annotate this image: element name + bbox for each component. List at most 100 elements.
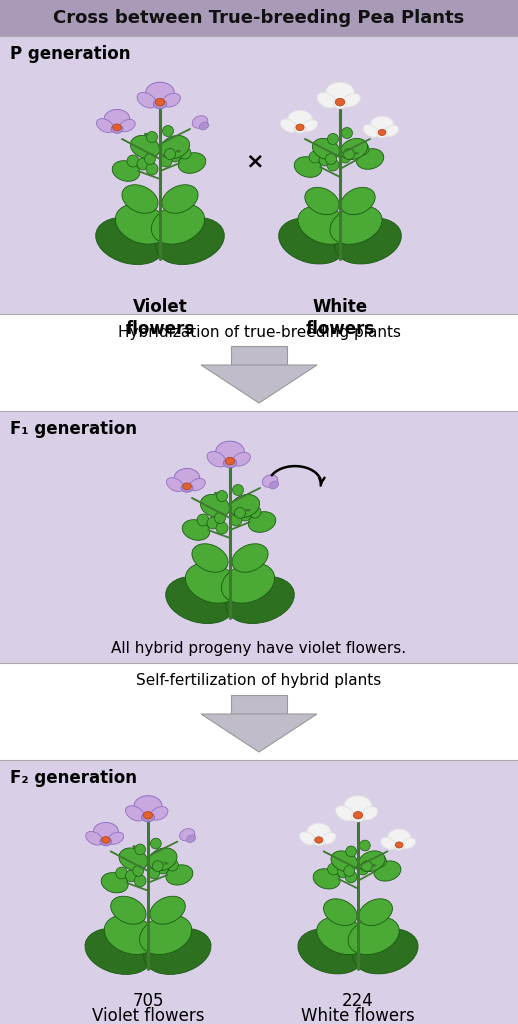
Circle shape bbox=[346, 846, 356, 857]
Polygon shape bbox=[201, 365, 317, 403]
Circle shape bbox=[127, 155, 139, 167]
Ellipse shape bbox=[144, 929, 211, 975]
Ellipse shape bbox=[131, 135, 160, 159]
Ellipse shape bbox=[232, 544, 268, 572]
Ellipse shape bbox=[394, 843, 405, 850]
Ellipse shape bbox=[96, 217, 164, 264]
Circle shape bbox=[365, 858, 377, 870]
Ellipse shape bbox=[356, 148, 384, 169]
Circle shape bbox=[116, 867, 127, 879]
Ellipse shape bbox=[248, 512, 276, 532]
Ellipse shape bbox=[374, 861, 401, 881]
Circle shape bbox=[125, 870, 137, 882]
FancyBboxPatch shape bbox=[231, 346, 287, 365]
Ellipse shape bbox=[335, 98, 345, 105]
Ellipse shape bbox=[137, 92, 156, 108]
Text: 224: 224 bbox=[342, 992, 374, 1010]
Ellipse shape bbox=[377, 130, 387, 138]
Ellipse shape bbox=[352, 812, 365, 821]
FancyBboxPatch shape bbox=[0, 0, 518, 36]
Text: Self-fertilization of hybrid plants: Self-fertilization of hybrid plants bbox=[136, 674, 382, 688]
Circle shape bbox=[147, 131, 157, 142]
Ellipse shape bbox=[287, 111, 312, 128]
Ellipse shape bbox=[361, 807, 378, 820]
Circle shape bbox=[214, 512, 225, 523]
Ellipse shape bbox=[112, 161, 140, 181]
Circle shape bbox=[135, 844, 146, 855]
Ellipse shape bbox=[298, 929, 363, 974]
Circle shape bbox=[239, 509, 251, 521]
Ellipse shape bbox=[119, 120, 135, 132]
Ellipse shape bbox=[93, 822, 118, 841]
Ellipse shape bbox=[116, 204, 169, 244]
Ellipse shape bbox=[321, 833, 336, 844]
Ellipse shape bbox=[226, 577, 294, 624]
Ellipse shape bbox=[207, 452, 226, 467]
Ellipse shape bbox=[363, 125, 379, 137]
Text: P generation: P generation bbox=[10, 45, 131, 63]
Ellipse shape bbox=[280, 119, 297, 132]
Ellipse shape bbox=[336, 806, 354, 821]
Circle shape bbox=[134, 874, 146, 887]
Circle shape bbox=[341, 128, 353, 138]
Ellipse shape bbox=[183, 483, 191, 489]
Circle shape bbox=[343, 148, 354, 160]
Circle shape bbox=[344, 865, 354, 877]
Ellipse shape bbox=[262, 475, 278, 487]
Circle shape bbox=[309, 151, 321, 163]
Text: Violet
flowers: Violet flowers bbox=[125, 298, 195, 338]
Ellipse shape bbox=[269, 481, 279, 488]
Circle shape bbox=[339, 151, 351, 163]
Ellipse shape bbox=[358, 851, 385, 871]
Ellipse shape bbox=[96, 119, 114, 132]
Ellipse shape bbox=[111, 125, 123, 133]
Ellipse shape bbox=[181, 483, 193, 493]
Ellipse shape bbox=[185, 563, 239, 603]
FancyBboxPatch shape bbox=[0, 314, 518, 411]
Circle shape bbox=[216, 522, 228, 534]
Circle shape bbox=[357, 143, 369, 155]
Ellipse shape bbox=[298, 206, 350, 245]
Text: ×: × bbox=[246, 152, 264, 171]
Text: F₂ generation: F₂ generation bbox=[10, 769, 137, 787]
Circle shape bbox=[167, 859, 178, 871]
Circle shape bbox=[235, 508, 246, 518]
Ellipse shape bbox=[111, 896, 146, 925]
FancyBboxPatch shape bbox=[231, 695, 287, 714]
Text: 705: 705 bbox=[132, 992, 164, 1010]
Circle shape bbox=[230, 514, 242, 526]
Ellipse shape bbox=[102, 837, 110, 844]
Circle shape bbox=[327, 133, 338, 144]
Ellipse shape bbox=[155, 98, 165, 105]
FancyBboxPatch shape bbox=[0, 663, 518, 760]
Ellipse shape bbox=[182, 520, 210, 541]
Ellipse shape bbox=[233, 453, 250, 466]
Circle shape bbox=[133, 865, 143, 877]
Ellipse shape bbox=[189, 478, 205, 490]
FancyBboxPatch shape bbox=[0, 36, 518, 314]
Text: White
flowers: White flowers bbox=[306, 298, 375, 338]
Circle shape bbox=[137, 158, 149, 170]
Circle shape bbox=[375, 855, 386, 867]
Ellipse shape bbox=[316, 916, 368, 954]
Ellipse shape bbox=[223, 459, 237, 468]
Circle shape bbox=[179, 147, 191, 159]
Ellipse shape bbox=[108, 833, 124, 845]
Circle shape bbox=[148, 867, 160, 879]
Ellipse shape bbox=[307, 823, 331, 841]
Ellipse shape bbox=[200, 495, 229, 517]
Text: All hybrid progeny have violet flowers.: All hybrid progeny have violet flowers. bbox=[111, 640, 407, 655]
Ellipse shape bbox=[331, 851, 357, 871]
Ellipse shape bbox=[341, 187, 375, 215]
Ellipse shape bbox=[359, 899, 393, 926]
Ellipse shape bbox=[86, 831, 103, 845]
Text: Violet flowers: Violet flowers bbox=[92, 1007, 204, 1024]
Ellipse shape bbox=[104, 914, 156, 954]
Circle shape bbox=[362, 861, 372, 871]
Ellipse shape bbox=[119, 848, 148, 870]
Ellipse shape bbox=[192, 544, 228, 572]
Circle shape bbox=[163, 126, 174, 136]
Circle shape bbox=[165, 148, 176, 160]
Ellipse shape bbox=[139, 914, 192, 954]
Ellipse shape bbox=[85, 929, 152, 975]
